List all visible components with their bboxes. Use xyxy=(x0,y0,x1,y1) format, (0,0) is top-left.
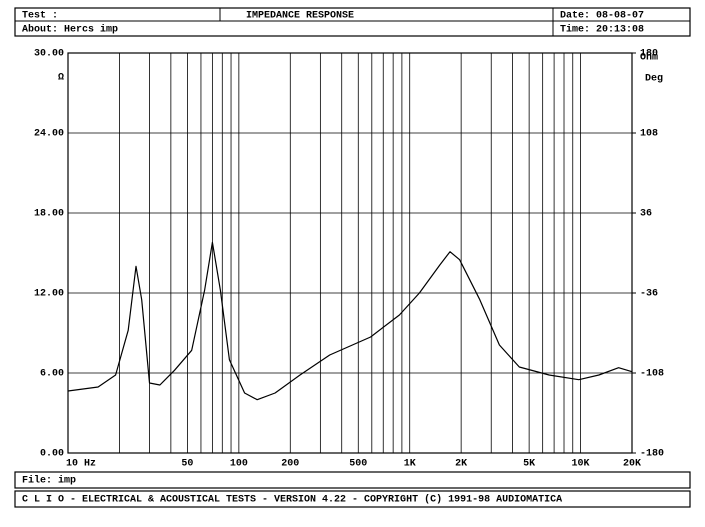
date: Date: 08-08-07 xyxy=(560,11,644,22)
header-box xyxy=(14,7,691,37)
y2-tick-label: -108 xyxy=(640,369,664,380)
file-box xyxy=(14,471,691,489)
file-name: File: imp xyxy=(22,475,76,487)
plot-frame xyxy=(67,52,633,454)
x-tick-label: 50 xyxy=(181,459,193,470)
x-tick-label: 1K xyxy=(404,459,416,470)
y-tick-label: 30.00 xyxy=(34,49,64,60)
y-tick-label: 0.00 xyxy=(40,449,64,460)
time: Time: 20:13:08 xyxy=(560,24,644,36)
x-tick-label: 100 xyxy=(230,459,248,470)
y-axis-label: Ω xyxy=(58,73,64,84)
y2-axis-label: Deg xyxy=(645,74,663,85)
chart-title: IMPEDANCE RESPONSE xyxy=(246,11,354,22)
y-tick-label: 12.00 xyxy=(34,289,64,300)
x-tick-label: 5K xyxy=(523,459,535,470)
y2-tick-label: 108 xyxy=(640,129,658,140)
x-tick-label: 10 Hz xyxy=(66,459,96,470)
y-tick-label: 6.00 xyxy=(40,369,64,380)
x-tick-label: 500 xyxy=(349,459,367,470)
x-tick-label: 200 xyxy=(281,459,299,470)
x-tick-label: 10K xyxy=(572,459,590,470)
banner-box xyxy=(14,490,691,508)
test-label: Test : xyxy=(22,11,58,22)
y2-tick-label: -180 xyxy=(640,449,664,460)
y2-tick-label: -36 xyxy=(640,289,658,300)
y-tick-label: 18.00 xyxy=(34,209,64,220)
y2-tick-label: 36 xyxy=(640,209,652,220)
impedance-curve xyxy=(67,241,633,401)
x-tick-label: 20K xyxy=(623,459,641,470)
about: About: Hercs imp xyxy=(22,24,118,36)
y-axis-label-right: Ohm xyxy=(640,52,658,64)
banner: C L I O - ELECTRICAL & ACOUSTICAL TESTS … xyxy=(22,494,562,506)
y2-tick-label: 180 xyxy=(640,49,658,60)
x-tick-label: 2K xyxy=(455,459,467,470)
y-tick-label: 24.00 xyxy=(34,129,64,140)
